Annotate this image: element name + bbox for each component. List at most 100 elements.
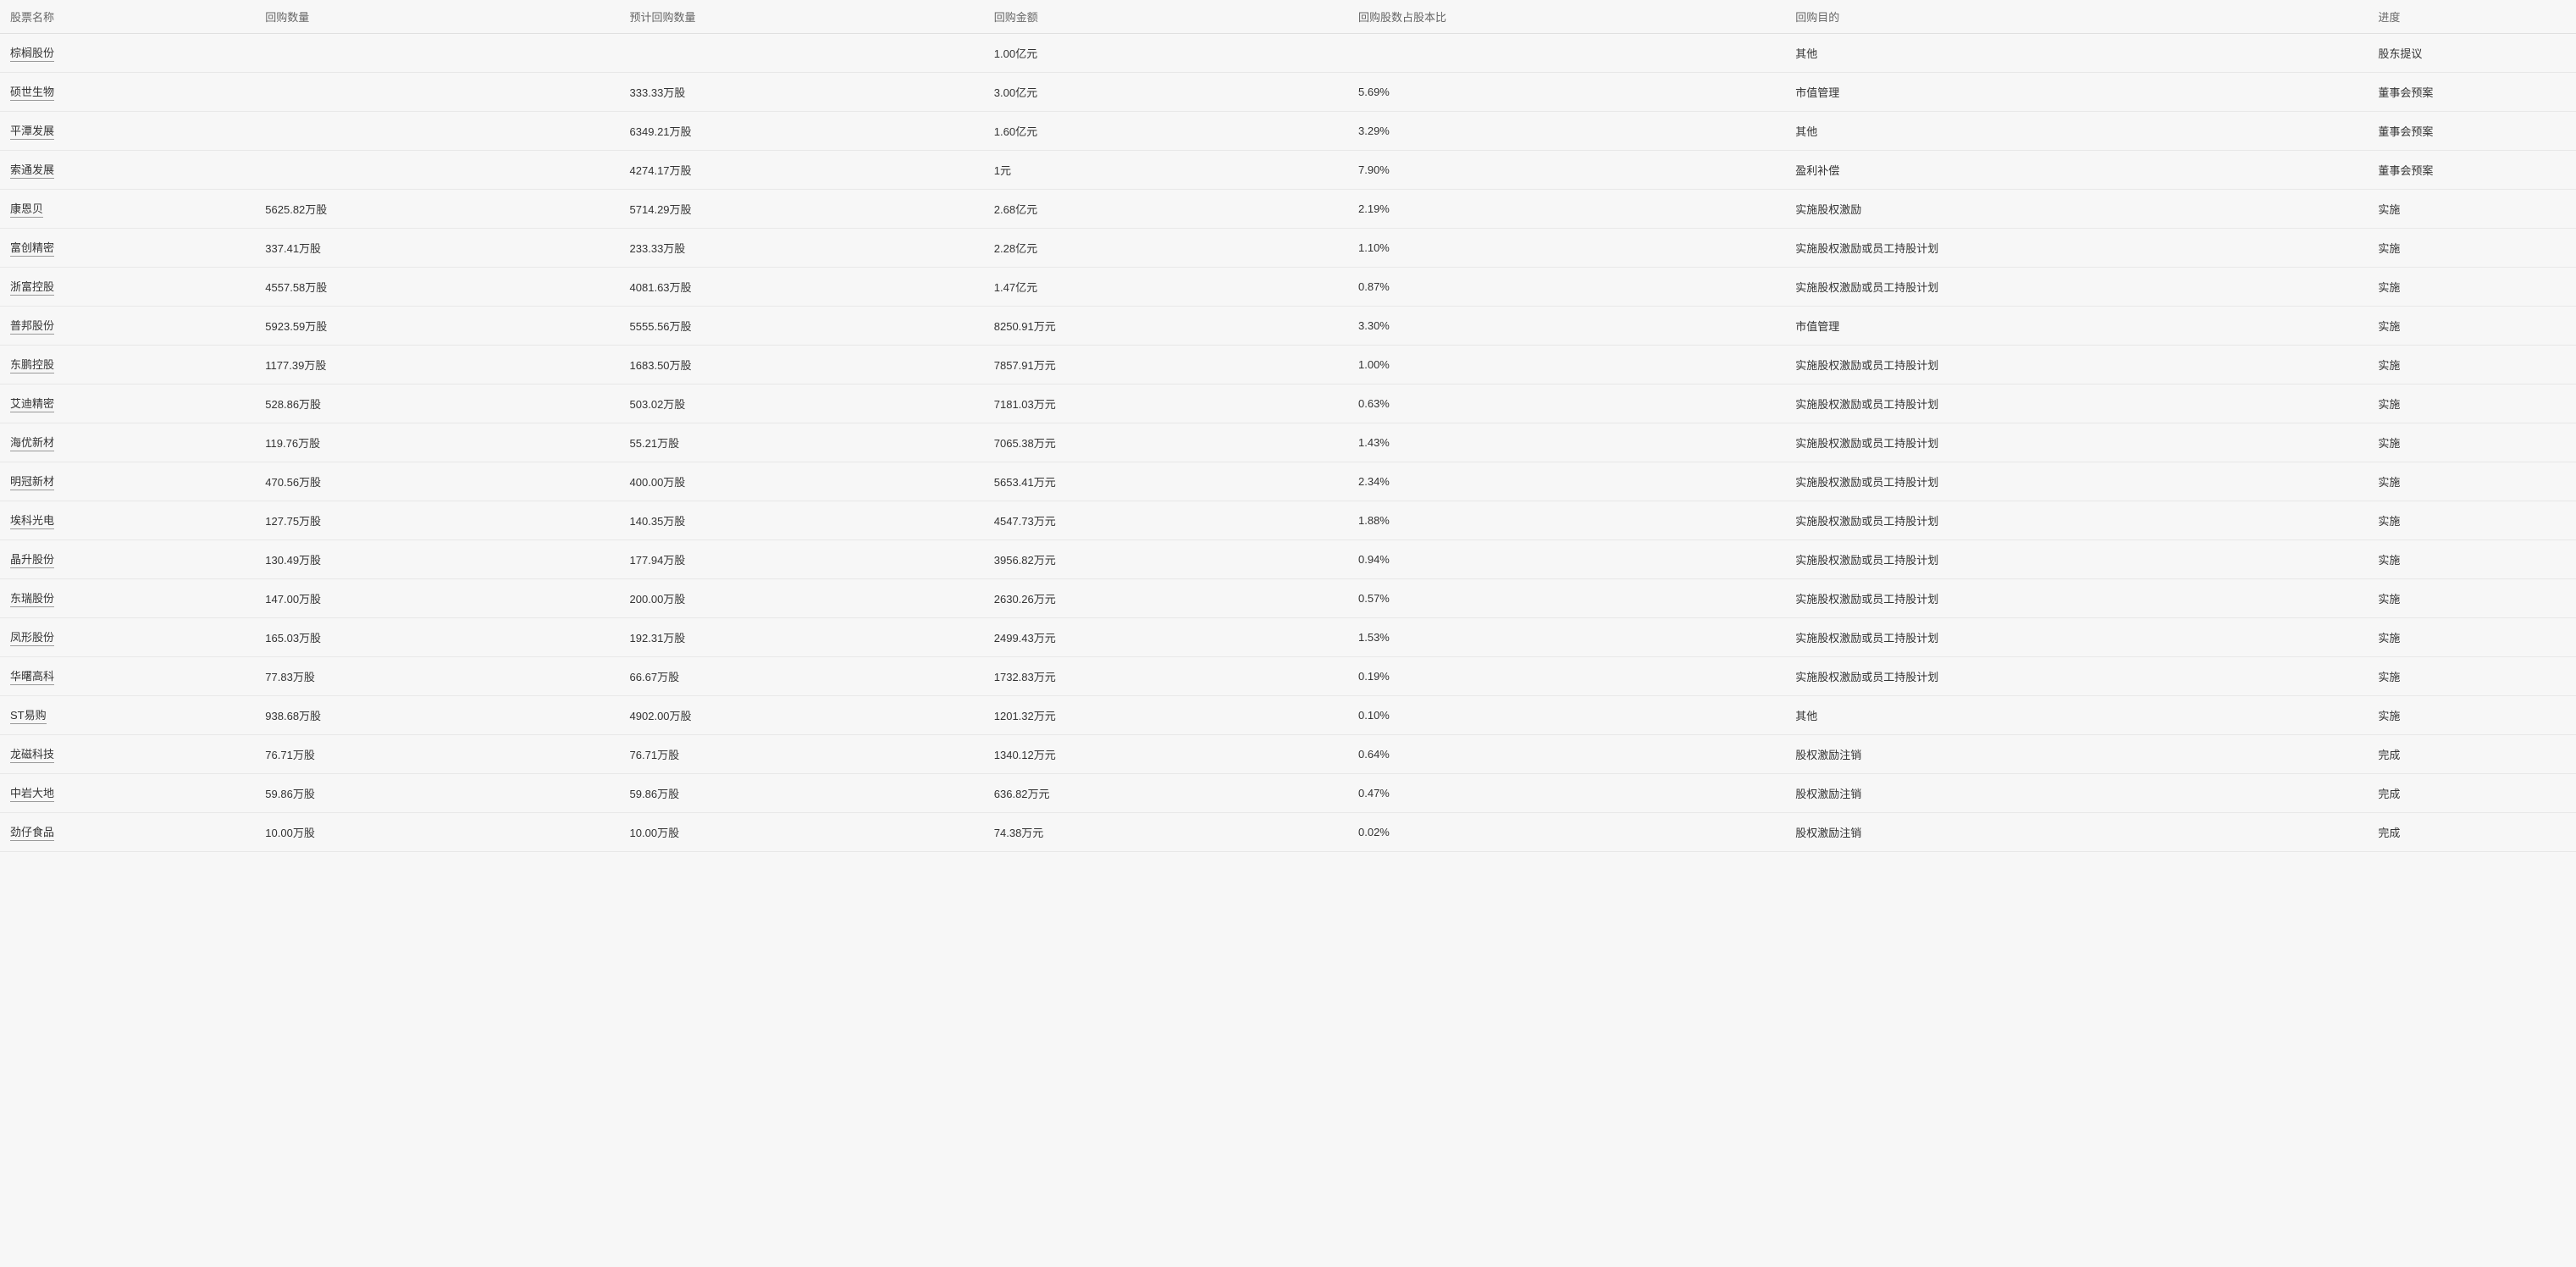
stock-name-link[interactable]: 硕世生物 — [10, 83, 54, 101]
buyback-amount-cell: 8250.91万元 — [991, 318, 1355, 334]
stock-name-link[interactable]: 索通发展 — [10, 161, 54, 179]
stock-name-link[interactable]: 埃科光电 — [10, 512, 54, 529]
buyback-amount-cell: 2630.26万元 — [991, 590, 1355, 606]
header-buyback-amount[interactable]: 回购金额 — [991, 8, 1355, 25]
buyback-amount-cell: 2499.43万元 — [991, 629, 1355, 645]
table-row: 埃科光电127.75万股140.35万股4547.73万元1.88%实施股权激励… — [0, 501, 2576, 540]
buyback-amount-cell: 1元 — [991, 162, 1355, 178]
estimated-qty-cell: 5555.56万股 — [627, 318, 991, 334]
stock-name-link[interactable]: 浙富控股 — [10, 278, 54, 296]
stock-name-link[interactable]: 明冠新材 — [10, 473, 54, 490]
table-row: 艾迪精密528.86万股503.02万股7181.03万元0.63%实施股权激励… — [0, 385, 2576, 423]
share-ratio-cell: 3.29% — [1355, 124, 1792, 137]
stock-name-link[interactable]: 海优新材 — [10, 434, 54, 451]
share-ratio-cell: 0.63% — [1355, 397, 1792, 410]
progress-cell: 完成 — [2374, 785, 2569, 801]
estimated-qty-cell: 5714.29万股 — [627, 201, 991, 217]
progress-cell: 董事会预案 — [2374, 162, 2569, 178]
table-header-row: 股票名称 回购数量 预计回购数量 回购金额 回购股数占股本比 回购目的 进度 — [0, 0, 2576, 34]
stock-name-link[interactable]: ST易购 — [10, 706, 47, 724]
buyback-qty-cell: 77.83万股 — [262, 668, 626, 684]
table-row: 海优新材119.76万股55.21万股7065.38万元1.43%实施股权激励或… — [0, 423, 2576, 462]
buyback-amount-cell: 7065.38万元 — [991, 434, 1355, 451]
purpose-cell: 实施股权激励或员工持股计划 — [1792, 551, 2374, 567]
progress-cell: 实施 — [2374, 318, 2569, 334]
buyback-amount-cell: 5653.41万元 — [991, 473, 1355, 490]
table-row: 平潭发展6349.21万股1.60亿元3.29%其他董事会预案 — [0, 112, 2576, 151]
share-ratio-cell: 1.43% — [1355, 436, 1792, 449]
buyback-qty-cell: 59.86万股 — [262, 785, 626, 801]
share-ratio-cell: 5.69% — [1355, 86, 1792, 98]
progress-cell: 完成 — [2374, 746, 2569, 762]
stock-name-link[interactable]: 棕榈股份 — [10, 44, 54, 62]
stock-name-link[interactable]: 东瑞股份 — [10, 589, 54, 607]
buyback-amount-cell: 1732.83万元 — [991, 668, 1355, 684]
table-row: 棕榈股份1.00亿元其他股东提议 — [0, 34, 2576, 73]
buyback-amount-cell: 74.38万元 — [991, 824, 1355, 840]
stock-name-link[interactable]: 普邦股份 — [10, 317, 54, 335]
estimated-qty-cell: 1683.50万股 — [627, 357, 991, 373]
stock-name-link[interactable]: 艾迪精密 — [10, 395, 54, 412]
purpose-cell: 实施股权激励或员工持股计划 — [1792, 473, 2374, 490]
purpose-cell: 市值管理 — [1792, 84, 2374, 100]
stock-name-link[interactable]: 晶升股份 — [10, 551, 54, 568]
header-buyback-qty[interactable]: 回购数量 — [262, 8, 626, 25]
stock-name-link[interactable]: 康恩贝 — [10, 200, 43, 218]
buyback-amount-cell: 1340.12万元 — [991, 746, 1355, 762]
buyback-amount-cell: 1.00亿元 — [991, 45, 1355, 61]
progress-cell: 实施 — [2374, 201, 2569, 217]
stock-name-link[interactable]: 东鹏控股 — [10, 356, 54, 373]
header-progress[interactable]: 进度 — [2374, 8, 2569, 25]
purpose-cell: 实施股权激励或员工持股计划 — [1792, 279, 2374, 295]
buyback-qty-cell: 938.68万股 — [262, 707, 626, 723]
estimated-qty-cell: 4902.00万股 — [627, 707, 991, 723]
progress-cell: 实施 — [2374, 434, 2569, 451]
share-ratio-cell: 0.47% — [1355, 787, 1792, 799]
header-purpose[interactable]: 回购目的 — [1792, 8, 2374, 25]
buyback-qty-cell: 1177.39万股 — [262, 357, 626, 373]
share-ratio-cell: 1.88% — [1355, 514, 1792, 527]
estimated-qty-cell: 66.67万股 — [627, 668, 991, 684]
buyback-table: 股票名称 回购数量 预计回购数量 回购金额 回购股数占股本比 回购目的 进度 棕… — [0, 0, 2576, 852]
progress-cell: 实施 — [2374, 629, 2569, 645]
table-row: 劲仔食品10.00万股10.00万股74.38万元0.02%股权激励注销完成 — [0, 813, 2576, 852]
stock-name-link[interactable]: 劲仔食品 — [10, 823, 54, 841]
stock-name-link[interactable]: 中岩大地 — [10, 784, 54, 802]
stock-name-link[interactable]: 华曙高科 — [10, 667, 54, 685]
table-body: 棕榈股份1.00亿元其他股东提议硕世生物333.33万股3.00亿元5.69%市… — [0, 34, 2576, 852]
stock-name-link[interactable]: 凤形股份 — [10, 628, 54, 646]
progress-cell: 董事会预案 — [2374, 123, 2569, 139]
progress-cell: 实施 — [2374, 590, 2569, 606]
purpose-cell: 实施股权激励 — [1792, 201, 2374, 217]
estimated-qty-cell: 59.86万股 — [627, 785, 991, 801]
table-row: 晶升股份130.49万股177.94万股3956.82万元0.94%实施股权激励… — [0, 540, 2576, 579]
buyback-qty-cell: 528.86万股 — [262, 396, 626, 412]
table-row: 凤形股份165.03万股192.31万股2499.43万元1.53%实施股权激励… — [0, 618, 2576, 657]
header-estimated-qty[interactable]: 预计回购数量 — [627, 8, 991, 25]
stock-name-link[interactable]: 龙磁科技 — [10, 745, 54, 763]
estimated-qty-cell: 177.94万股 — [627, 551, 991, 567]
stock-name-link[interactable]: 富创精密 — [10, 239, 54, 257]
progress-cell: 实施 — [2374, 551, 2569, 567]
progress-cell: 实施 — [2374, 240, 2569, 256]
table-row: 康恩贝5625.82万股5714.29万股2.68亿元2.19%实施股权激励实施 — [0, 190, 2576, 229]
table-row: 索通发展4274.17万股1元7.90%盈利补偿董事会预案 — [0, 151, 2576, 190]
stock-name-link[interactable]: 平潭发展 — [10, 122, 54, 140]
estimated-qty-cell: 503.02万股 — [627, 396, 991, 412]
share-ratio-cell: 3.30% — [1355, 319, 1792, 332]
progress-cell: 实施 — [2374, 473, 2569, 490]
share-ratio-cell: 0.19% — [1355, 670, 1792, 683]
share-ratio-cell: 0.57% — [1355, 592, 1792, 605]
progress-cell: 实施 — [2374, 357, 2569, 373]
table-row: 硕世生物333.33万股3.00亿元5.69%市值管理董事会预案 — [0, 73, 2576, 112]
estimated-qty-cell: 140.35万股 — [627, 512, 991, 528]
header-stock-name[interactable]: 股票名称 — [7, 8, 262, 25]
table-row: 龙磁科技76.71万股76.71万股1340.12万元0.64%股权激励注销完成 — [0, 735, 2576, 774]
progress-cell: 实施 — [2374, 279, 2569, 295]
purpose-cell: 股权激励注销 — [1792, 824, 2374, 840]
buyback-amount-cell: 3.00亿元 — [991, 84, 1355, 100]
buyback-amount-cell: 3956.82万元 — [991, 551, 1355, 567]
header-share-ratio[interactable]: 回购股数占股本比 — [1355, 8, 1792, 25]
purpose-cell: 股权激励注销 — [1792, 746, 2374, 762]
table-row: ST易购938.68万股4902.00万股1201.32万元0.10%其他实施 — [0, 696, 2576, 735]
